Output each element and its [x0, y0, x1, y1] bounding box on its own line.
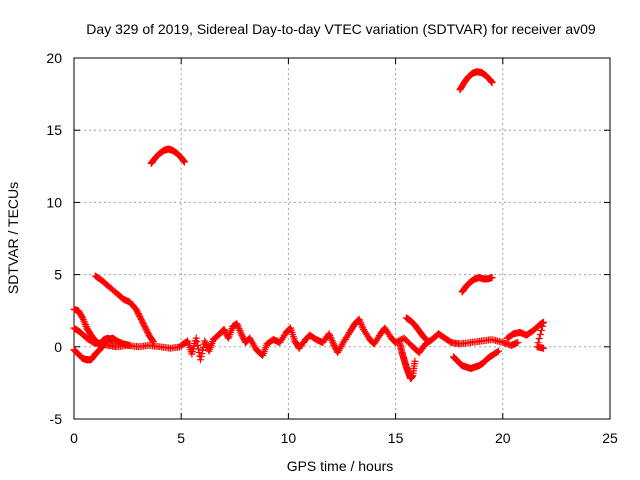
- data-point: [540, 344, 548, 352]
- data-point: [234, 321, 242, 329]
- data-point: [149, 338, 157, 346]
- data-point: [327, 335, 335, 343]
- x-tick-label: 10: [281, 430, 297, 446]
- series-sat-bowl-18-19.5: [449, 347, 503, 372]
- series-sat-early-2: [70, 324, 185, 352]
- chart-title: Day 329 of 2019, Sidereal Day-to-day VTE…: [86, 21, 596, 37]
- y-tick-label: 10: [46, 194, 62, 210]
- x-tick-label: 15: [388, 430, 404, 446]
- x-axis-title: GPS time / hours: [287, 458, 394, 474]
- data-point: [357, 320, 365, 328]
- series-sat-mid-18-19.5: [458, 273, 496, 296]
- ticks: [73, 57, 611, 420]
- data-point: [326, 331, 334, 339]
- data-point: [126, 341, 134, 349]
- x-tick-label: 25: [602, 430, 618, 446]
- data-point: [493, 348, 501, 356]
- data-point: [201, 339, 209, 347]
- y-tick-label: -5: [50, 411, 63, 427]
- data-point: [236, 326, 244, 334]
- data-point: [201, 337, 209, 345]
- data-point: [537, 326, 545, 334]
- data-point: [538, 322, 546, 330]
- x-tick-label: 0: [70, 430, 78, 446]
- data-point: [328, 337, 336, 345]
- y-tick-label: 15: [46, 122, 62, 138]
- data-point: [79, 316, 87, 324]
- data-point: [488, 273, 496, 281]
- data-point: [202, 340, 210, 348]
- data-point: [194, 345, 202, 353]
- data-point: [196, 356, 204, 364]
- y-axis-title: SDTVAR / TECUs: [5, 182, 21, 294]
- data-point: [357, 319, 365, 327]
- data-point: [193, 338, 201, 346]
- plot-frame: [73, 57, 611, 420]
- data-point: [81, 319, 89, 327]
- data-point: [514, 338, 522, 346]
- data-point: [194, 341, 202, 349]
- data-point: [325, 330, 333, 338]
- data-point: [358, 322, 366, 330]
- data-point: [495, 347, 503, 355]
- data-point: [286, 325, 294, 333]
- data-point: [411, 357, 419, 365]
- data-point: [536, 331, 544, 339]
- data-point: [488, 79, 496, 87]
- data-point: [535, 335, 543, 343]
- data-point: [355, 315, 363, 323]
- data-point: [180, 158, 188, 166]
- data-point: [233, 320, 241, 328]
- data-point: [192, 334, 200, 342]
- data-point: [80, 317, 88, 325]
- y-tick-label: 20: [46, 50, 62, 66]
- tick-labels: 0 5 10 15 20 25 -5 0 5 10 15 20: [46, 50, 618, 446]
- series-sat-tail-21-22: [503, 318, 548, 352]
- data-point: [81, 321, 89, 329]
- series-sat-noise-band: [177, 315, 522, 364]
- x-tick-label: 5: [177, 430, 185, 446]
- data-point: [356, 317, 364, 325]
- data-point: [237, 328, 245, 336]
- data-point: [234, 323, 242, 331]
- data-point: [540, 318, 548, 326]
- data-point: [198, 350, 206, 358]
- data-point: [199, 346, 207, 354]
- data-point: [235, 325, 243, 333]
- data-point: [197, 353, 205, 361]
- x-tick-label: 20: [495, 430, 511, 446]
- series-sat-early-3: [70, 334, 134, 364]
- series-sat-high-18-19: [456, 68, 496, 94]
- grid: [74, 58, 610, 419]
- data-point: [79, 314, 87, 322]
- series-sat-decay-1-3.7: [91, 272, 157, 346]
- data-point: [327, 333, 335, 341]
- data-point: [329, 338, 337, 346]
- series-sat-arc-3.5-5: [147, 145, 188, 167]
- data-markers: [70, 68, 548, 383]
- y-tick-label: 0: [54, 339, 62, 355]
- y-tick-label: 5: [54, 267, 62, 283]
- series-sat-dip-15.5: [396, 340, 419, 383]
